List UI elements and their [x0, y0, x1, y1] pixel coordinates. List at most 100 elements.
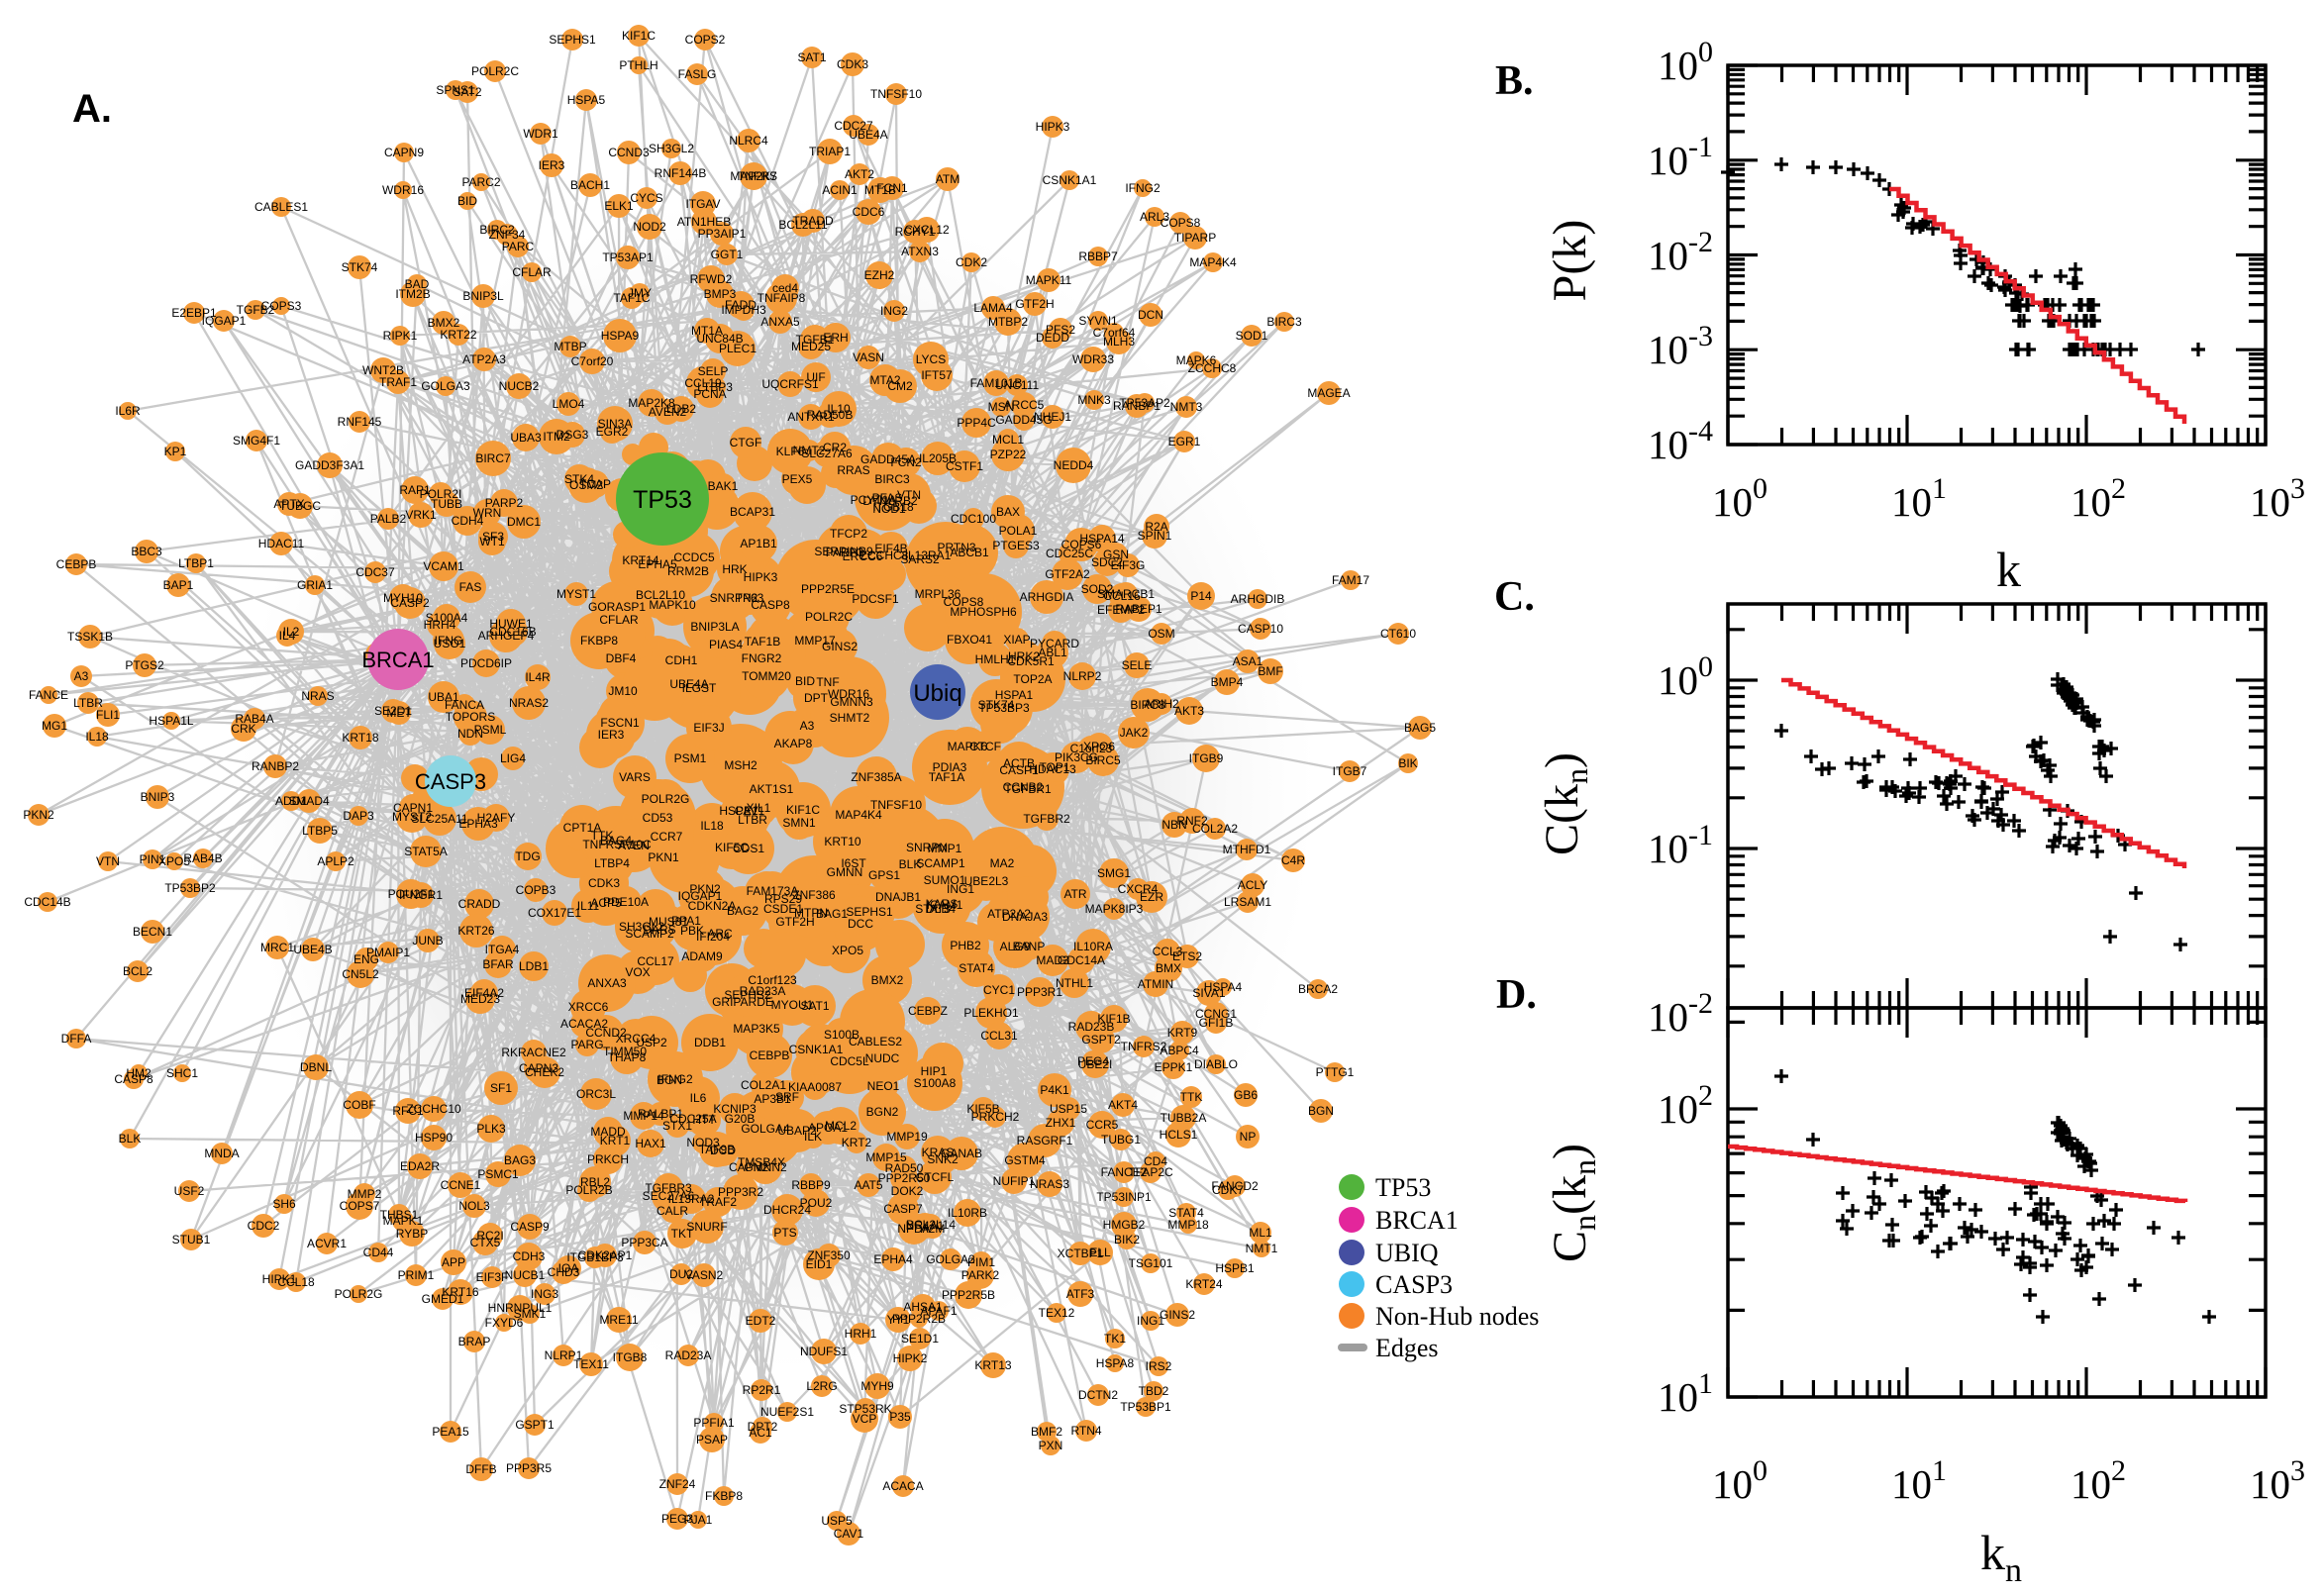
svg-text:WNT2B: WNT2B	[362, 363, 404, 377]
svg-text:KARS: KARS	[926, 897, 959, 911]
svg-text:USF2: USF2	[174, 1184, 205, 1198]
svg-text:DAP3: DAP3	[343, 809, 374, 823]
svg-text:SE2D1: SE2D1	[374, 704, 412, 718]
svg-text:APLP2: APLP2	[317, 854, 354, 868]
svg-text:UBE2L3: UBE2L3	[964, 874, 1009, 888]
svg-text:PPA1: PPA1	[671, 914, 701, 928]
svg-text:FANCD2: FANCD2	[1211, 1179, 1259, 1193]
svg-text:ARHGEF4: ARHGEF4	[478, 629, 535, 643]
svg-text:TTK: TTK	[1180, 1090, 1203, 1104]
svg-text:MED25: MED25	[791, 340, 831, 353]
svg-text:FAS: FAS	[459, 580, 482, 594]
svg-text:TP53INP1: TP53INP1	[1096, 1190, 1152, 1204]
svg-text:TGFBR2: TGFBR2	[1023, 812, 1070, 826]
svg-text:BIK: BIK	[1398, 756, 1417, 770]
svg-text:BGN2: BGN2	[866, 1105, 899, 1119]
svg-text:NMT3: NMT3	[1170, 400, 1203, 414]
svg-text:TKT: TKT	[671, 1227, 694, 1241]
svg-text:MAPK6: MAPK6	[948, 740, 988, 753]
svg-text:KRT1: KRT1	[600, 1134, 631, 1147]
svg-text:HIP1: HIP1	[921, 1064, 948, 1078]
svg-text:THAP8: THAP8	[608, 1050, 647, 1064]
svg-text:ARHGDIB: ARHGDIB	[1231, 592, 1285, 606]
svg-text:MAD3: MAD3	[1036, 953, 1069, 967]
svg-text:VOX: VOX	[625, 965, 650, 979]
svg-text:PP3AIP1: PP3AIP1	[698, 227, 747, 241]
svg-text:JM10: JM10	[608, 684, 638, 698]
svg-text:EID1: EID1	[806, 1257, 833, 1271]
svg-text:PPP3CA: PPP3CA	[621, 1236, 667, 1249]
svg-text:RRAS: RRAS	[837, 463, 869, 477]
svg-text:ANXA5: ANXA5	[760, 315, 800, 329]
svg-text:S100A4: S100A4	[426, 611, 468, 625]
svg-text:BRCA1: BRCA1	[1375, 1206, 1459, 1235]
svg-text:STP53RK: STP53RK	[839, 1402, 891, 1416]
svg-text:ACIN1: ACIN1	[822, 183, 858, 197]
svg-text:GRIPARDE: GRIPARDE	[712, 995, 773, 1009]
svg-text:KIF5B: KIF5B	[966, 1102, 999, 1116]
svg-text:CTCF: CTCF	[969, 740, 1001, 753]
svg-text:WDR16: WDR16	[382, 183, 424, 197]
svg-text:MAP2K7: MAP2K7	[730, 169, 777, 183]
svg-text:AAT5: AAT5	[854, 1178, 882, 1192]
svg-text:TGFBR1: TGFBR1	[1004, 782, 1052, 796]
svg-text:CDC25A: CDC25A	[669, 1112, 716, 1126]
svg-text:LIG4: LIG4	[500, 751, 526, 765]
svg-text:COBF: COBF	[343, 1098, 375, 1112]
svg-text:AVEN2: AVEN2	[649, 405, 687, 419]
svg-text:BMX2: BMX2	[428, 316, 460, 330]
svg-text:PALB2: PALB2	[370, 512, 407, 526]
svg-text:BIRC5: BIRC5	[1085, 753, 1121, 767]
svg-text:IQGAP1: IQGAP1	[202, 314, 247, 328]
svg-text:SRF: SRF	[775, 1090, 799, 1104]
svg-text:ANXA3: ANXA3	[587, 976, 627, 990]
svg-text:D.: D.	[1496, 972, 1537, 1018]
svg-text:IL4R: IL4R	[525, 670, 551, 684]
svg-text:CASP10: CASP10	[1238, 622, 1283, 636]
svg-text:UBE4B: UBE4B	[293, 943, 332, 956]
svg-text:KIF1C: KIF1C	[786, 803, 820, 817]
svg-text:POLR2G: POLR2G	[335, 1287, 383, 1301]
svg-text:MTBP: MTBP	[554, 340, 586, 353]
svg-text:MYH9: MYH9	[860, 1379, 894, 1393]
svg-text:TGFB2: TGFB2	[237, 303, 275, 317]
svg-text:GOLGA2: GOLGA2	[926, 1252, 975, 1266]
svg-text:ARCC5: ARCC5	[1004, 398, 1045, 412]
svg-text:XPO5: XPO5	[832, 944, 863, 957]
svg-text:PSMC1: PSMC1	[477, 1167, 519, 1181]
svg-text:ITGB7: ITGB7	[1333, 764, 1367, 778]
svg-text:NHEJ1: NHEJ1	[1034, 410, 1071, 424]
svg-text:DOK2: DOK2	[891, 1184, 924, 1198]
svg-text:CDK2AP1: CDK2AP1	[578, 1248, 633, 1262]
svg-text:IL10: IL10	[827, 402, 851, 416]
svg-text:CD4: CD4	[1144, 1154, 1167, 1168]
svg-text:RCHY1: RCHY1	[895, 225, 936, 239]
svg-text:PPP2R5B: PPP2R5B	[942, 1288, 995, 1302]
svg-text:IL4: IL4	[279, 629, 296, 643]
svg-text:EZH2: EZH2	[864, 268, 895, 282]
svg-text:TP53BP3: TP53BP3	[978, 701, 1030, 715]
svg-text:DFFA: DFFA	[61, 1032, 92, 1046]
svg-text:AP3B1: AP3B1	[754, 1092, 791, 1106]
svg-text:COPS2: COPS2	[685, 33, 726, 47]
svg-text:RBL2: RBL2	[580, 1175, 610, 1189]
svg-text:LAMA4: LAMA4	[973, 301, 1013, 315]
svg-text:TIPARP: TIPARP	[1174, 231, 1216, 245]
svg-text:TNFRS: TNFRS	[738, 169, 777, 183]
svg-text:GMED1: GMED1	[422, 1292, 464, 1306]
svg-text:OSM2: OSM2	[569, 478, 603, 492]
svg-text:TUBB2A: TUBB2A	[1161, 1111, 1207, 1125]
svg-text:TP63: TP63	[736, 591, 764, 605]
svg-text:TOPORS: TOPORS	[446, 710, 495, 724]
svg-text:ING2: ING2	[880, 304, 908, 318]
svg-text:CDC27: CDC27	[834, 119, 873, 133]
svg-text:MET: MET	[386, 706, 412, 720]
svg-text:POLR2I: POLR2I	[420, 487, 462, 501]
svg-text:NEO1: NEO1	[867, 1079, 900, 1093]
svg-text:PTGES3: PTGES3	[992, 539, 1040, 552]
svg-text:CAPN9: CAPN9	[384, 146, 424, 159]
svg-text:TEX11: TEX11	[573, 1357, 609, 1371]
svg-text:BRCA1: BRCA1	[361, 648, 434, 672]
svg-text:CSDE1: CSDE1	[763, 902, 803, 916]
svg-text:R2A: R2A	[1145, 520, 1167, 534]
